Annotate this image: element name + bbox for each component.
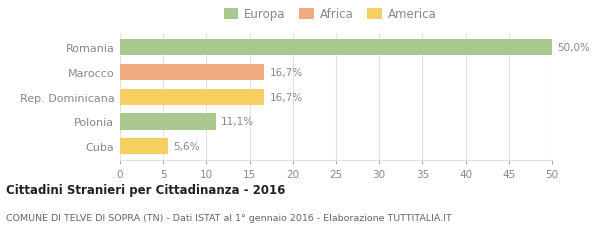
Legend: Europa, Africa, America: Europa, Africa, America: [221, 6, 439, 24]
Bar: [120, 89, 264, 105]
Bar: [120, 40, 552, 56]
Text: 5,6%: 5,6%: [173, 142, 200, 152]
Text: 16,7%: 16,7%: [269, 68, 302, 78]
Bar: [120, 65, 264, 81]
Text: 11,1%: 11,1%: [221, 117, 254, 127]
Text: 16,7%: 16,7%: [269, 92, 302, 102]
Bar: [120, 114, 216, 130]
Bar: [120, 139, 169, 155]
Text: COMUNE DI TELVE DI SOPRA (TN) - Dati ISTAT al 1° gennaio 2016 - Elaborazione TUT: COMUNE DI TELVE DI SOPRA (TN) - Dati IST…: [6, 213, 452, 222]
Text: Cittadini Stranieri per Cittadinanza - 2016: Cittadini Stranieri per Cittadinanza - 2…: [6, 184, 286, 196]
Text: 50,0%: 50,0%: [557, 43, 590, 53]
